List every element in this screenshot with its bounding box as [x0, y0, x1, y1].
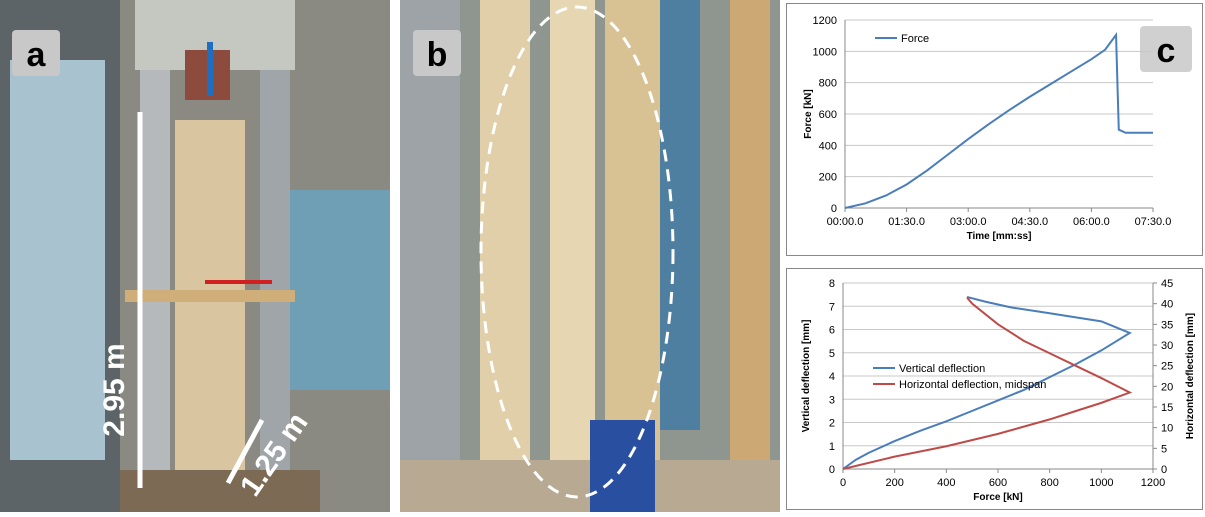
x-tick-label: 600: [989, 477, 1007, 489]
x-tick-label: 00:00.0: [827, 216, 864, 228]
x-tick-label: 07:30.0: [1135, 216, 1172, 228]
x-tick-label: 03:00.0: [950, 216, 987, 228]
y-tick-label: 3: [829, 394, 835, 406]
photo-b: [400, 0, 780, 512]
y2-tick-label: 20: [1161, 381, 1173, 393]
x-tick-label: 06:00.0: [1073, 216, 1110, 228]
x-tick-label: 01:30.0: [888, 216, 925, 228]
y-tick-label: 8: [829, 278, 835, 290]
y-tick-label: 4: [829, 371, 835, 383]
y-tick-label: 800: [819, 78, 837, 90]
page: a b c 2.95 m 1.25 m 02004006008001000120…: [0, 0, 1205, 512]
y2-tick-label: 15: [1161, 402, 1173, 414]
panel-label: c: [1157, 32, 1176, 70]
x-tick-label: 200: [885, 477, 903, 489]
photo-a: [0, 0, 390, 512]
legend-label: Vertical deflection: [899, 363, 985, 375]
y2-tick-label: 0: [1161, 464, 1167, 476]
y-tick-label: 2: [829, 418, 835, 430]
x-tick-label: 1200: [1141, 477, 1165, 489]
x-axis-label: Time [mm:ss]: [967, 231, 1032, 242]
y2-tick-label: 25: [1161, 361, 1173, 373]
y-tick-label: 1: [829, 441, 835, 453]
y-tick-label: 200: [819, 172, 837, 184]
x-tick-label: 1000: [1089, 477, 1113, 489]
y2-tick-label: 5: [1161, 443, 1167, 455]
panel-label: b: [427, 36, 448, 74]
legend-label: Force: [901, 33, 929, 45]
dimension-label: 2.95 m: [98, 343, 131, 436]
y-tick-label: 0: [831, 203, 837, 215]
figure: a b c 2.95 m 1.25 m 02004006008001000120…: [0, 0, 1205, 512]
x-axis-label: Force [kN]: [973, 492, 1022, 503]
x-tick-label: 0: [840, 477, 846, 489]
x-tick-label: 800: [1040, 477, 1058, 489]
y-tick-label: 6: [829, 325, 835, 337]
y-axis-label: Vertical deflection [mm]: [801, 320, 812, 433]
y2-tick-label: 35: [1161, 319, 1173, 331]
x-tick-label: 04:30.0: [1011, 216, 1048, 228]
y-axis-label: Force [kN]: [803, 89, 814, 138]
y2-tick-label: 45: [1161, 278, 1173, 290]
y-tick-label: 5: [829, 348, 835, 360]
y-tick-label: 0: [829, 464, 835, 476]
x-tick-label: 400: [937, 477, 955, 489]
y-tick-label: 600: [819, 109, 837, 121]
y2-tick-label: 10: [1161, 423, 1173, 435]
y-tick-label: 400: [819, 140, 837, 152]
y2-tick-label: 30: [1161, 340, 1173, 352]
y2-axis-label: Horizontal deflection [mm]: [1185, 313, 1196, 439]
panel-label: a: [27, 36, 47, 74]
y-tick-label: 1000: [813, 46, 837, 58]
y-tick-label: 1200: [813, 15, 837, 27]
legend-label: Horizontal deflection, midspan: [899, 379, 1046, 391]
y-tick-label: 7: [829, 301, 835, 313]
y2-tick-label: 40: [1161, 299, 1173, 311]
